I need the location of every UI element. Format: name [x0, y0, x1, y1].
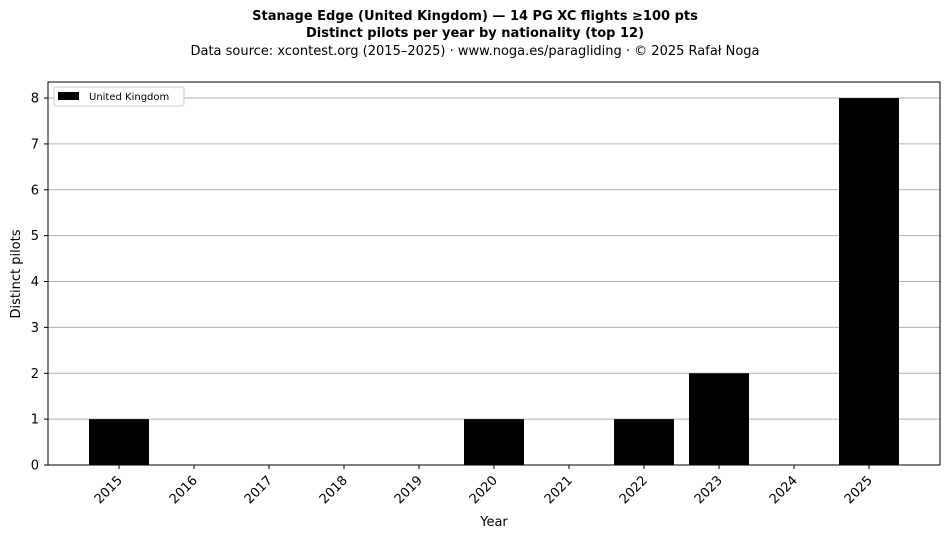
y-tick-label: 2 [31, 367, 39, 382]
y-tick-label: 0 [31, 459, 39, 474]
y-tick-label: 1 [31, 413, 39, 428]
legend-swatch [58, 92, 79, 100]
bar-2023 [689, 373, 749, 465]
bar-2022 [614, 419, 674, 465]
chart-titles: Stanage Edge (United Kingdom) — 14 PG XC… [0, 8, 950, 60]
y-tick-label: 5 [31, 229, 39, 244]
y-gridlines [48, 97, 940, 420]
y-axis: 0 1 2 3 4 5 6 7 8 [31, 92, 48, 474]
x-tick-label: 2018 [317, 473, 351, 507]
chart-source: Data source: xcontest.org (2015–2025) · … [190, 44, 760, 59]
legend-label: United Kingdom [89, 92, 169, 103]
x-tick-label: 2024 [767, 473, 801, 507]
legend-frame [53, 86, 185, 107]
x-tick-label: 2020 [467, 473, 501, 507]
chart-title: Stanage Edge (United Kingdom) — 14 PG XC… [252, 9, 698, 24]
x-axis: 2015 2016 2017 2018 2019 2020 2021 2022 2023 2024… [92, 465, 876, 507]
bar-2020 [464, 419, 524, 465]
plot-frame [47, 81, 941, 466]
chart-subtitle: Distinct pilots per year by nationality … [305, 26, 645, 41]
bar-series [89, 98, 899, 465]
legend: United Kingdom [53, 86, 185, 107]
x-tick-label: 2025 [842, 473, 876, 507]
y-tick-label: 3 [31, 321, 39, 336]
x-tick-label: 2022 [617, 473, 651, 507]
x-tick-label: 2016 [167, 473, 201, 507]
y-axis-title: Distinct pilots [9, 229, 24, 318]
bar-2015 [89, 419, 149, 465]
x-tick-label: 2017 [242, 473, 276, 507]
x-axis-title: Year [479, 515, 508, 530]
y-tick-label: 7 [31, 137, 39, 152]
x-tick-label: 2023 [692, 473, 726, 507]
x-tick-label: 2019 [392, 473, 426, 507]
x-tick-label: 2015 [92, 473, 126, 507]
y-tick-label: 8 [31, 92, 39, 107]
x-tick-label: 2021 [542, 473, 576, 507]
y-tick-label: 6 [31, 183, 39, 198]
y-tick-label: 4 [31, 275, 39, 290]
bar-2025 [839, 98, 899, 465]
